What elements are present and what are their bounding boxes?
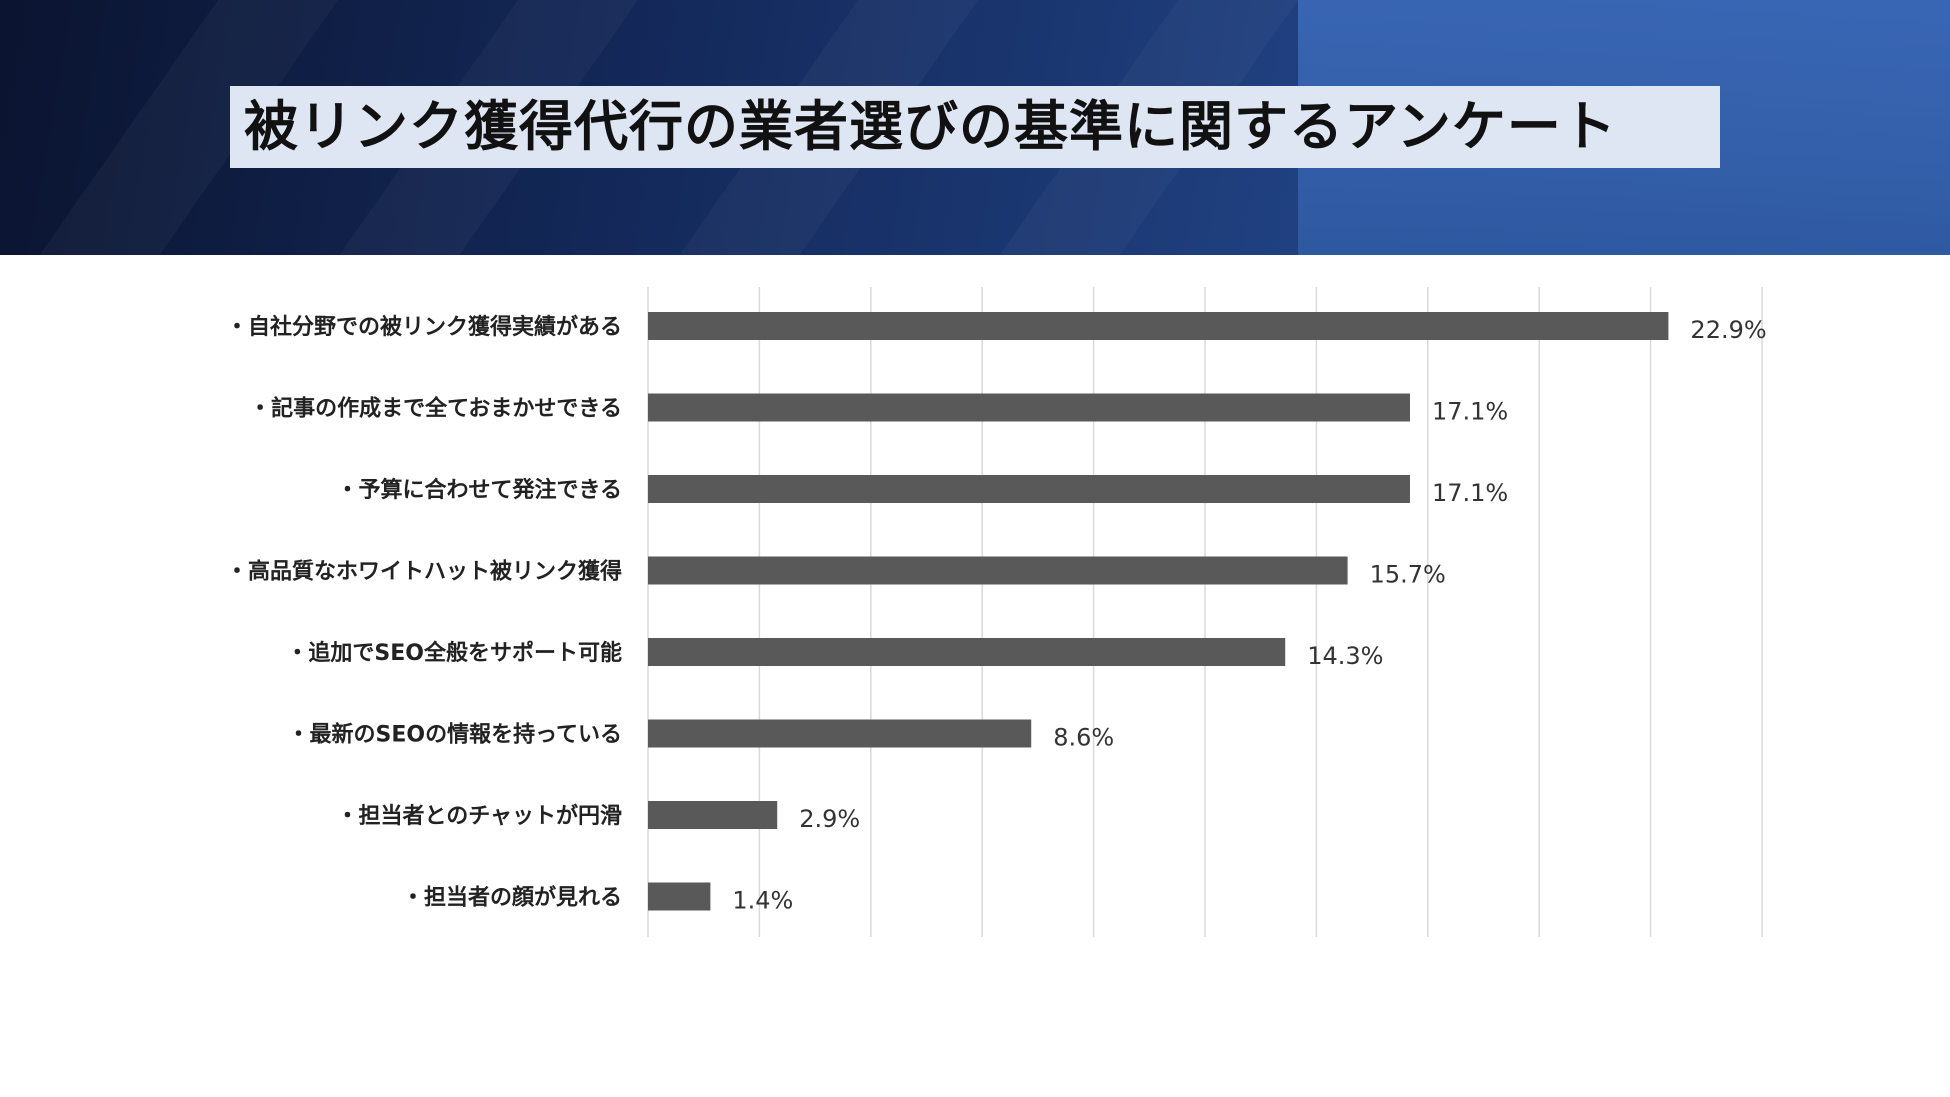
bar	[648, 312, 1669, 340]
value-label: 17.1%	[1432, 398, 1508, 426]
category-label: ・最新のSEOの情報を持っている	[288, 722, 622, 748]
value-label: 2.9%	[799, 805, 860, 833]
bar	[648, 801, 778, 829]
header-banner: 被リンク獲得代行の業者選びの基準に関するアンケート	[0, 0, 1950, 255]
bar	[648, 393, 1410, 422]
category-label: ・高品質なホワイトハット被リンク獲得	[226, 559, 622, 585]
category-label: ・担当者の顔が見れる	[402, 885, 622, 911]
value-label: 17.1%	[1432, 479, 1508, 507]
bar	[648, 638, 1286, 666]
page-title: 被リンク獲得代行の業者選びの基準に関するアンケート	[244, 95, 1617, 158]
value-label: 8.6%	[1053, 724, 1114, 752]
bar	[648, 475, 1410, 503]
bar	[648, 719, 1032, 748]
category-label: ・自社分野での被リンク獲得実績がある	[226, 314, 622, 340]
bar	[648, 556, 1348, 585]
bar	[648, 882, 711, 911]
category-label: ・担当者とのチャットが円滑	[336, 803, 622, 829]
value-label: 14.3%	[1307, 642, 1383, 670]
bar-chart: ・自社分野での被リンク獲得実績がある 22.9% ・記事の作成まで全ておまかせできる…	[226, 287, 1767, 937]
category-label: ・予算に合わせて発注できる	[336, 477, 622, 503]
title-box: 被リンク獲得代行の業者選びの基準に関するアンケート	[230, 86, 1720, 168]
category-label: ・記事の作成まで全ておまかせできる	[249, 396, 622, 422]
value-label: 15.7%	[1370, 561, 1446, 589]
value-label: 1.4%	[732, 887, 793, 915]
category-label: ・追加でSEO全般をサポート可能	[286, 640, 622, 666]
value-label: 22.9%	[1690, 316, 1766, 344]
